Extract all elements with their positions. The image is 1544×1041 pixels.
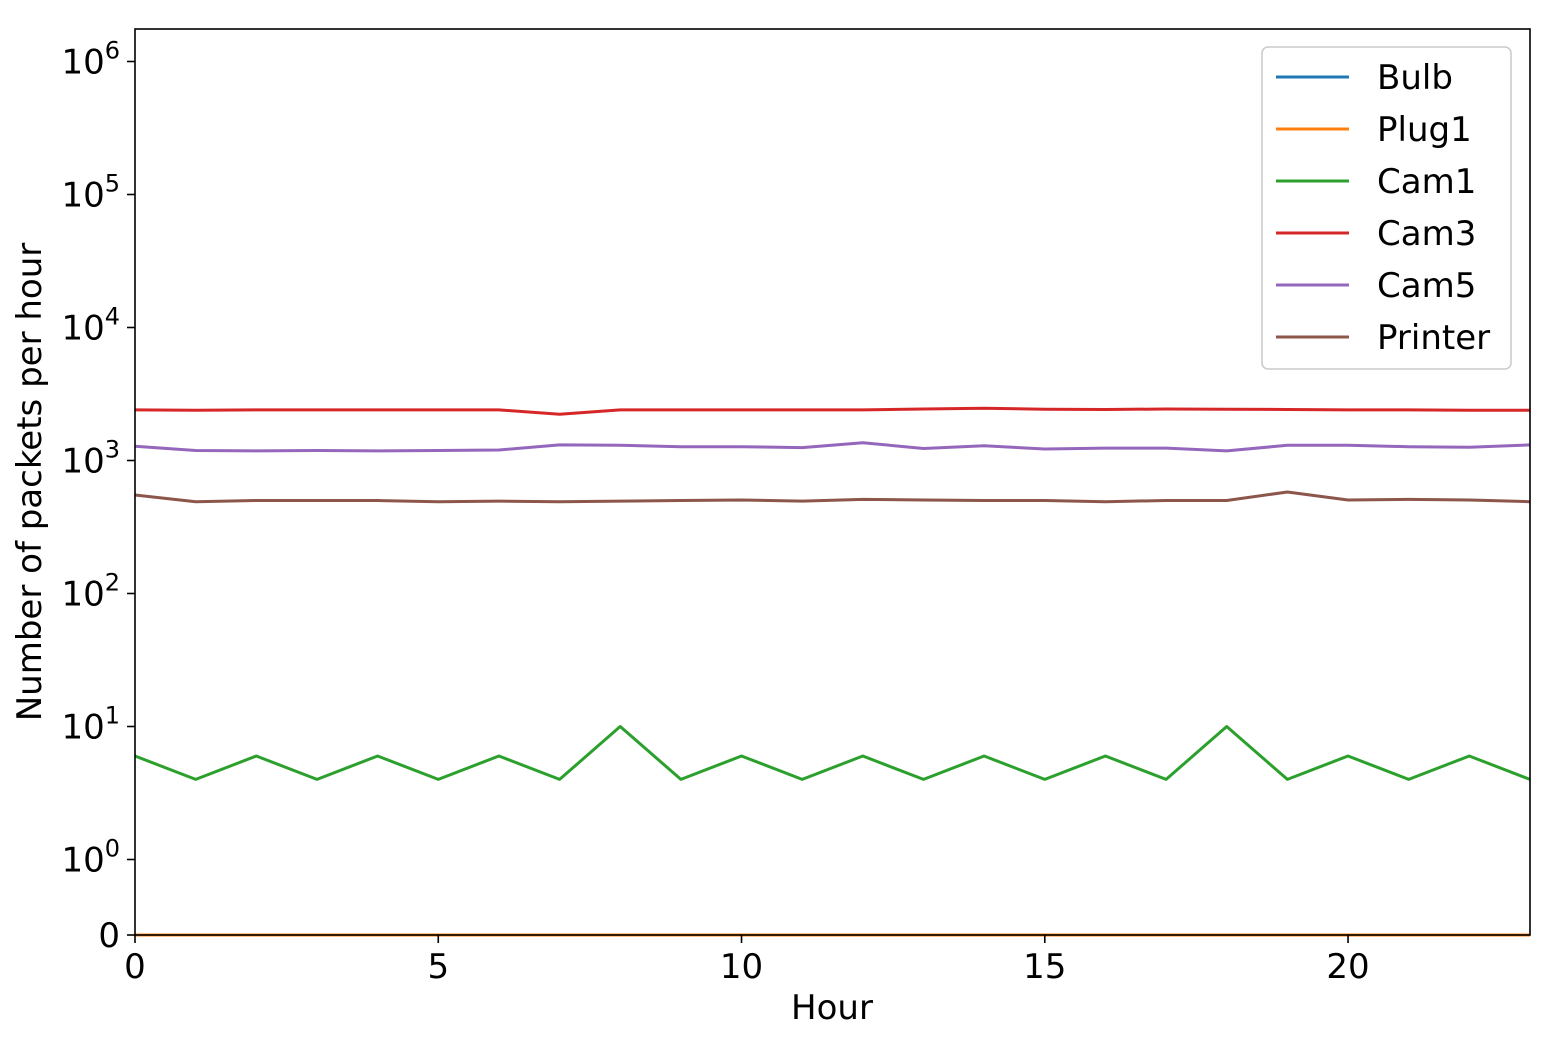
y-tick-label: 102 (61, 569, 120, 615)
legend: Bulb Plug1 Cam1 Cam3 Cam5 Printer (1261, 46, 1512, 370)
y-tick-label: 106 (61, 37, 120, 83)
legend-label-cam3: Cam3 (1377, 214, 1476, 254)
series-line-cam1 (134, 725, 1531, 781)
legend-label-printer: Printer (1377, 318, 1490, 358)
x-axis-label: Hour (791, 988, 873, 1028)
y-tick-label: 103 (61, 436, 120, 482)
x-tick-label: 0 (124, 947, 146, 987)
legend-label-plug1: Plug1 (1377, 110, 1472, 150)
legend-label-cam1: Cam1 (1377, 162, 1476, 202)
legend-label-bulb: Bulb (1377, 58, 1453, 98)
x-tick-label: 10 (720, 947, 763, 987)
plot-area-frame (134, 28, 1531, 936)
y-tick-label: 104 (61, 303, 120, 349)
x-tick-label: 15 (1023, 947, 1066, 987)
y-tick-label: 0 (98, 916, 120, 956)
y-tick-label: 100 (61, 835, 120, 881)
x-tick-label: 20 (1326, 947, 1369, 987)
series-line-printer (134, 490, 1531, 504)
series-line-cam3 (134, 406, 1530, 416)
series-line-cam5 (134, 441, 1531, 453)
x-axis: 0 5 10 15 20 (124, 935, 1370, 987)
x-tick-label: 5 (427, 947, 449, 987)
y-tick-label: 101 (61, 702, 120, 748)
y-axis: 0 100 101 102 103 104 105 106 (61, 37, 135, 956)
y-tick-label: 105 (61, 170, 120, 216)
y-axis-label: Number of packets per hour (10, 243, 50, 722)
legend-label-cam5: Cam5 (1377, 266, 1476, 306)
